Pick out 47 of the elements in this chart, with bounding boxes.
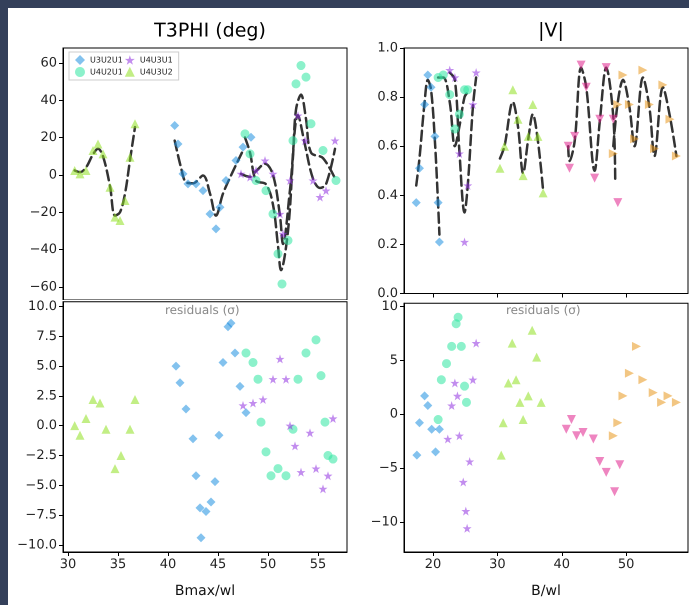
y-tick-label: 5.0 [36,358,57,374]
y-tick-label: −10 [370,514,398,530]
annotation: residuals (σ) [165,303,240,317]
y-tick-label: 0.4 [377,188,398,203]
y-tick-label: 0 [390,406,398,422]
y-tick-label: −5 [378,460,398,476]
y-tick-label: 2.5 [36,388,57,404]
y-tick-label: 1.0 [377,40,398,56]
x-tick-label: 55 [310,557,326,572]
chart-title: |V| [538,20,564,42]
annotation: residuals (σ) [506,303,581,317]
y-tick-label: 60 [40,55,57,70]
x-axis-title: B/wl [531,583,561,599]
x-tick-label: 50 [260,557,276,572]
y-tick-label: 40 [40,92,57,108]
y-tick-label: −20 [30,204,57,220]
y-tick-label: −10.0 [17,537,57,552]
chart-title: T3PHI (deg) [153,20,266,42]
y-tick-label: 10.0 [28,299,57,314]
y-tick-label: −40 [30,242,57,258]
x-tick-label: 35 [110,557,126,572]
x-tick-label: 40 [160,557,176,572]
x-tick-label: 30 [489,557,506,572]
x-tick-label: 50 [618,557,634,572]
legend-label: U4U3U2 [140,67,173,76]
legend-label: U4U2U1 [90,68,123,76]
y-tick-label: −60 [30,279,57,294]
x-tick-label: 45 [210,557,226,572]
x-tick-label: 40 [554,557,570,572]
y-tick-label: 7.5 [36,328,57,344]
y-tick-label: −2.5 [25,448,57,463]
y-tick-label: −5.0 [25,478,57,493]
y-tick-label: 0.8 [377,90,398,105]
x-tick-label: 30 [60,557,76,572]
y-tick-label: 0.2 [377,236,398,252]
legend-label: U3U2U1 [90,56,123,64]
y-tick-label: 0 [48,167,57,182]
y-tick-label: 20 [40,130,57,146]
y-tick-label: 10 [381,299,398,314]
y-tick-label: 0.0 [36,418,57,434]
x-axis-title: Bmax/wl [174,583,236,599]
y-tick-label: −7.5 [25,508,57,523]
legend-label: U4U3U1 [140,56,173,64]
y-tick-label: 0.0 [377,286,398,301]
y-tick-label: 0.6 [377,138,398,154]
y-tick-label: 5 [390,352,398,368]
x-tick-label: 20 [424,557,442,572]
